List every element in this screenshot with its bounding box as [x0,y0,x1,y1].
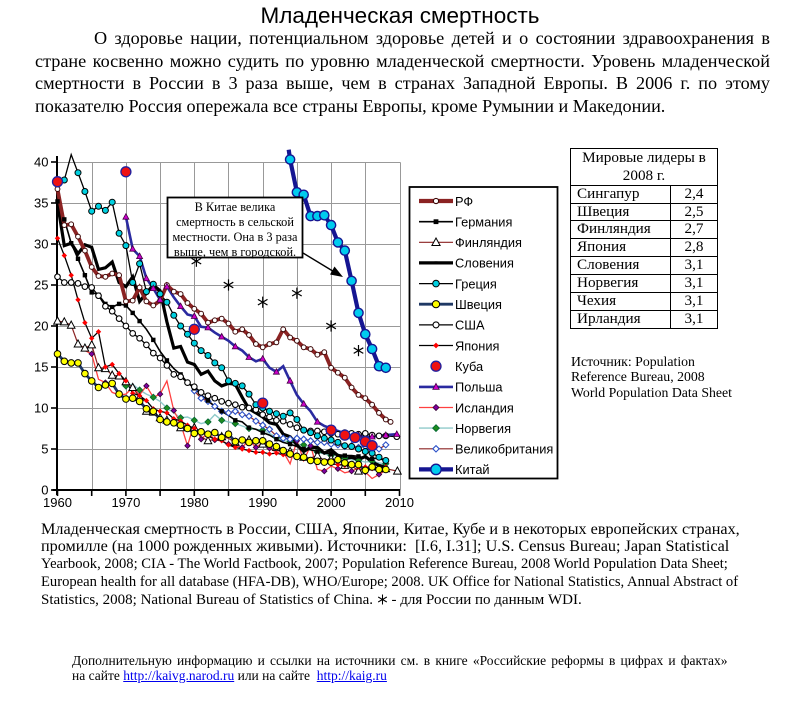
svg-text:Польша: Польша [455,380,503,395]
svg-text:В Китае велика: В Китае велика [195,200,276,214]
svg-text:смертность в сельской: смертность в сельской [176,215,294,229]
svg-text:20: 20 [34,319,48,334]
svg-text:1960: 1960 [43,495,72,510]
svg-text:Германия: Германия [455,215,512,230]
svg-text:25: 25 [34,278,48,293]
svg-text:Куба: Куба [455,359,484,374]
svg-text:Словения: Словения [455,256,514,271]
svg-text:10: 10 [34,401,48,416]
svg-text:РФ: РФ [455,194,473,209]
svg-text:Великобритания: Великобритания [455,442,553,457]
svg-text:30: 30 [34,237,48,252]
svg-text:1970: 1970 [111,495,140,510]
svg-text:Норвегия: Норвегия [455,421,511,436]
svg-text:Китай: Китай [455,462,490,477]
svg-text:местности. Она в 3 раза: местности. Она в 3 раза [173,230,299,244]
svg-text:5: 5 [41,442,48,457]
svg-text:35: 35 [34,196,48,211]
svg-text:Япония: Япония [455,338,500,353]
svg-text:1990: 1990 [248,495,277,510]
svg-text:Исландия: Исландия [455,400,514,415]
svg-text:0: 0 [41,483,48,498]
svg-text:1980: 1980 [180,495,209,510]
svg-text:40: 40 [34,155,48,170]
svg-text:Финляндия: Финляндия [455,235,522,250]
svg-text:Швеция: Швеция [455,297,502,312]
svg-text:15: 15 [34,360,48,375]
svg-text:2010: 2010 [385,495,414,510]
svg-text:выше, чем в городской.: выше, чем в городской. [174,245,296,259]
svg-text:2000: 2000 [317,495,346,510]
svg-text:США: США [455,318,485,333]
svg-text:Греция: Греция [455,276,497,291]
